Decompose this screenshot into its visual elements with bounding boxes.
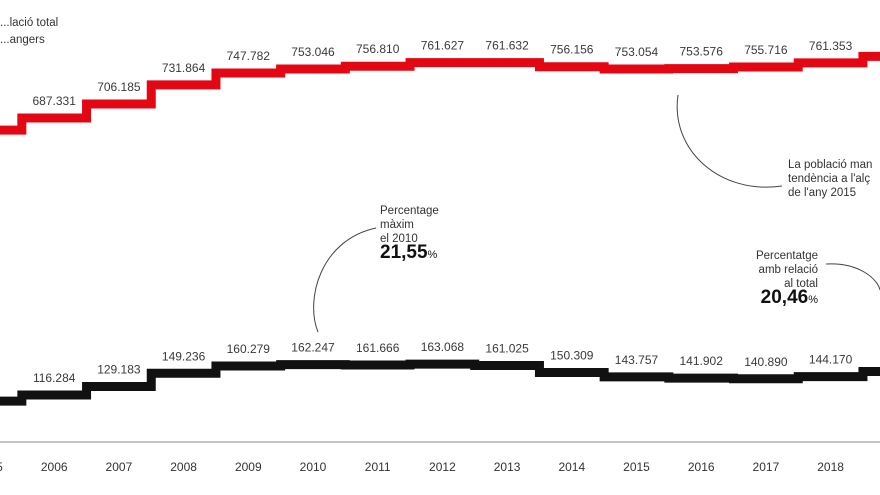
data-label: 755.716 — [744, 43, 788, 57]
annotation-line: al total — [784, 278, 818, 290]
annotation-line: Percentage — [380, 205, 439, 217]
x-tick-label: 2016 — [688, 460, 715, 474]
data-label: 149.236 — [162, 349, 206, 363]
data-label: 731.864 — [162, 61, 206, 75]
data-label: 162.247 — [291, 341, 335, 355]
data-label: 141.902 — [680, 354, 724, 368]
data-label: 140.890 — [744, 355, 788, 369]
x-tick-label: 2011 — [365, 460, 391, 474]
data-label: 150.309 — [550, 349, 594, 363]
x-tick-label: 2015 — [623, 460, 650, 474]
annotation-line: Percentatge — [755, 250, 818, 262]
trend-annotation: La població man tendència a l'alç de l'a… — [788, 158, 872, 200]
trend-leader — [676, 94, 783, 188]
annotation-line: tendència a l'alç — [788, 173, 871, 185]
x-tick-label: 2010 — [300, 460, 327, 474]
data-label: 753.576 — [680, 45, 724, 59]
pct-value: 20,46% — [760, 287, 818, 308]
data-label: 761.632 — [485, 39, 529, 53]
data-label: 761.353 — [809, 39, 853, 53]
annotation-line: La població man — [788, 159, 873, 171]
data-label: 753.046 — [291, 45, 335, 59]
data-label: 163.068 — [421, 340, 465, 354]
data-label: 706.185 — [97, 80, 141, 94]
x-tick-label: 2007 — [106, 460, 133, 474]
data-label: 116.284 — [33, 371, 76, 385]
data-label: 160.279 — [227, 342, 271, 356]
x-tick-label: 2008 — [170, 460, 197, 474]
x-tick-label: 2018 — [817, 460, 844, 474]
x-tick-label: 2006 — [41, 460, 68, 474]
data-label: 129.183 — [97, 362, 141, 376]
data-label: 161.666 — [356, 341, 400, 355]
legend-text: ...lació total ...angers — [0, 16, 58, 47]
x-tick-label: 2014 — [558, 460, 585, 474]
annotation-line: de l'any 2015 — [788, 187, 857, 199]
data-label: 756.810 — [356, 42, 400, 56]
data-label: 756.156 — [550, 43, 594, 57]
data-label: 747.782 — [227, 49, 271, 63]
data-label: 761.627 — [421, 39, 465, 53]
data-label: 753.054 — [615, 45, 659, 59]
annotation-line: màxim — [380, 219, 414, 231]
max-value: 21,55% — [380, 242, 438, 263]
data-label: 687.331 — [33, 94, 77, 108]
max-annotation: Percentage màxim el 2010 21,55% — [380, 204, 439, 262]
data-label: 161.025 — [485, 341, 529, 355]
annotation-line: amb relació — [758, 264, 818, 276]
data-label: 144.170 — [809, 353, 853, 367]
x-tick-label: 2005 — [0, 460, 3, 474]
data-label: 143.757 — [615, 353, 659, 367]
pct-leader — [825, 263, 880, 291]
x-tick-label: 2017 — [753, 460, 780, 474]
x-tick-label: 2009 — [235, 460, 262, 474]
legend-line: ...angers — [0, 34, 45, 46]
pct-annotation: Percentatge amb relació al total 20,46% — [746, 249, 818, 307]
series-line-foreign — [0, 359, 880, 406]
legend-line: ...lació total — [0, 17, 59, 29]
x-tick-label: 2013 — [494, 460, 521, 474]
annotation-line: el 2010 — [380, 233, 418, 245]
series-line-total — [0, 51, 880, 135]
max-leader — [313, 227, 377, 333]
x-tick-label: 2012 — [429, 460, 456, 474]
